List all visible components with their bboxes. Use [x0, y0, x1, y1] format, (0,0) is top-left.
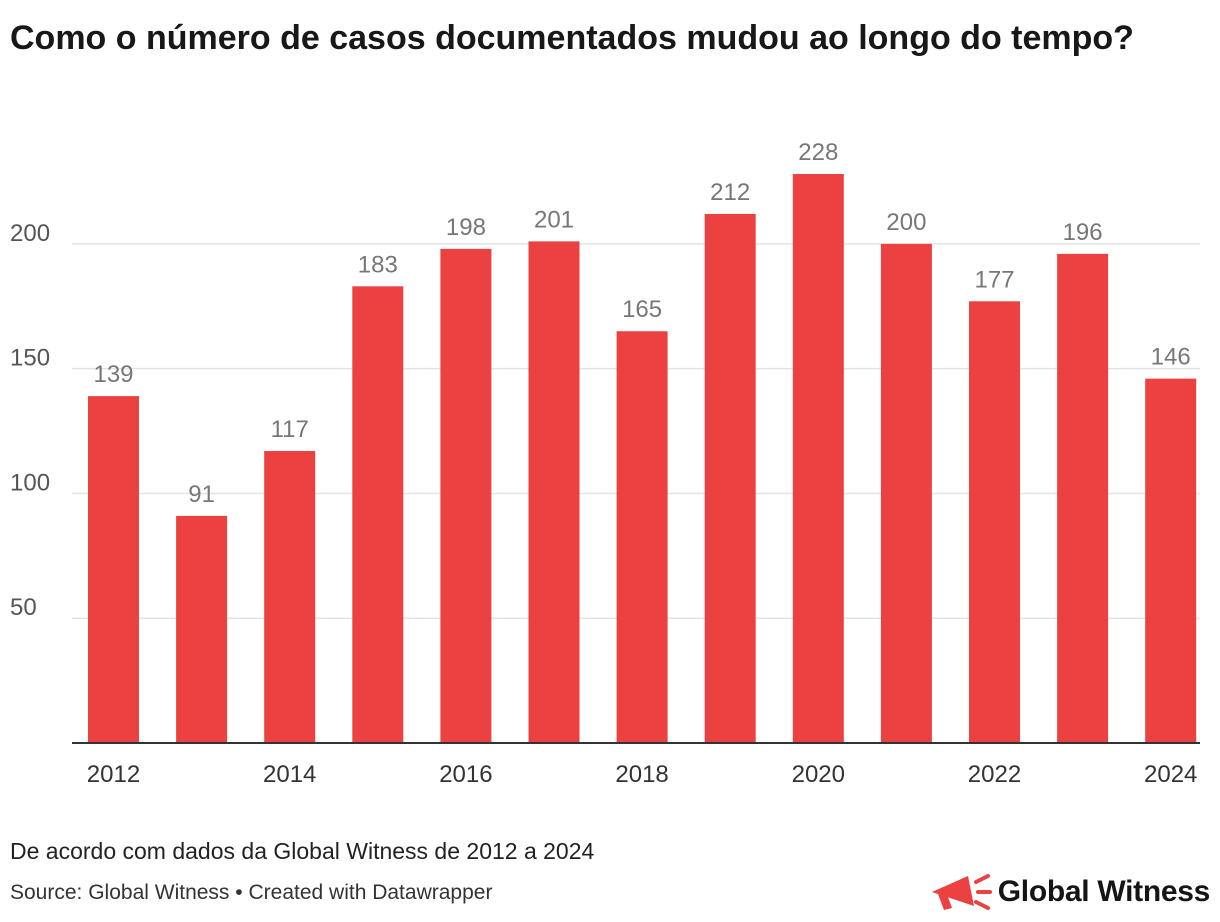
- x-tick-label-2020: 2020: [792, 761, 845, 788]
- bar-2023: [1057, 253, 1109, 743]
- value-label-2018: 165: [622, 296, 662, 323]
- bar-2020: [792, 174, 844, 743]
- bar-2016: [440, 248, 492, 744]
- value-label-2020: 228: [798, 139, 838, 166]
- footer-separator: •: [235, 881, 243, 904]
- y-tick-label: 50: [10, 594, 37, 621]
- bar-2024: [1145, 378, 1197, 743]
- bar-2019: [704, 213, 756, 744]
- chart-notes: De acordo com dados da Global Witness de…: [10, 838, 595, 864]
- value-label-2023: 196: [1063, 219, 1103, 246]
- megaphone-icon: [931, 874, 992, 910]
- x-tick-label-2016: 2016: [439, 761, 492, 788]
- chart-title: Como o número de casos documentados mudo…: [10, 19, 1134, 57]
- bar-2013: [176, 515, 228, 743]
- bar-2012: [88, 396, 139, 743]
- bar-2022: [969, 301, 1020, 743]
- y-tick-label: 100: [10, 469, 50, 496]
- source-link[interactable]: Source: Global Witness: [10, 881, 230, 904]
- value-label-2019: 212: [710, 179, 750, 206]
- x-tick-labels: 2012 2014 2016 2018 2020 2022 2024: [87, 761, 1198, 788]
- value-label-2013: 91: [188, 481, 215, 508]
- value-label-2014: 117: [271, 416, 309, 443]
- bar-2014: [264, 451, 316, 743]
- value-label-2017: 201: [534, 206, 574, 233]
- bar-2015: [352, 286, 404, 743]
- bar-2017: [528, 241, 580, 743]
- logo-text: Global Witness: [997, 875, 1211, 908]
- x-tick-label-2024: 2024: [1144, 761, 1197, 788]
- chart-footer: Source: Global Witness • Created with Da…: [10, 881, 492, 905]
- x-tick-label-2022: 2022: [968, 761, 1021, 788]
- value-labels: 139 91 117 183 198 201 165 212 228 200 177 196 146: [93, 139, 1190, 508]
- y-tick-label: 200: [10, 220, 50, 247]
- value-label-2015: 183: [358, 251, 398, 278]
- bar-2018: [616, 331, 668, 743]
- value-label-2022: 177: [974, 266, 1014, 293]
- value-label-2021: 200: [886, 209, 926, 236]
- value-label-2016: 198: [446, 214, 486, 241]
- bars: [88, 174, 1197, 744]
- x-tick-label-2014: 2014: [263, 761, 316, 788]
- x-tick-label-2012: 2012: [87, 761, 140, 788]
- datawrapper-link[interactable]: Created with Datawrapper: [248, 881, 493, 904]
- y-tick-label: 150: [10, 345, 50, 372]
- value-label-2024: 146: [1151, 344, 1191, 371]
- x-tick-label-2018: 2018: [615, 761, 668, 788]
- bar-2021: [880, 243, 932, 743]
- global-witness-logo[interactable]: Global Witness: [928, 870, 1210, 914]
- value-label-2012: 139: [93, 361, 133, 388]
